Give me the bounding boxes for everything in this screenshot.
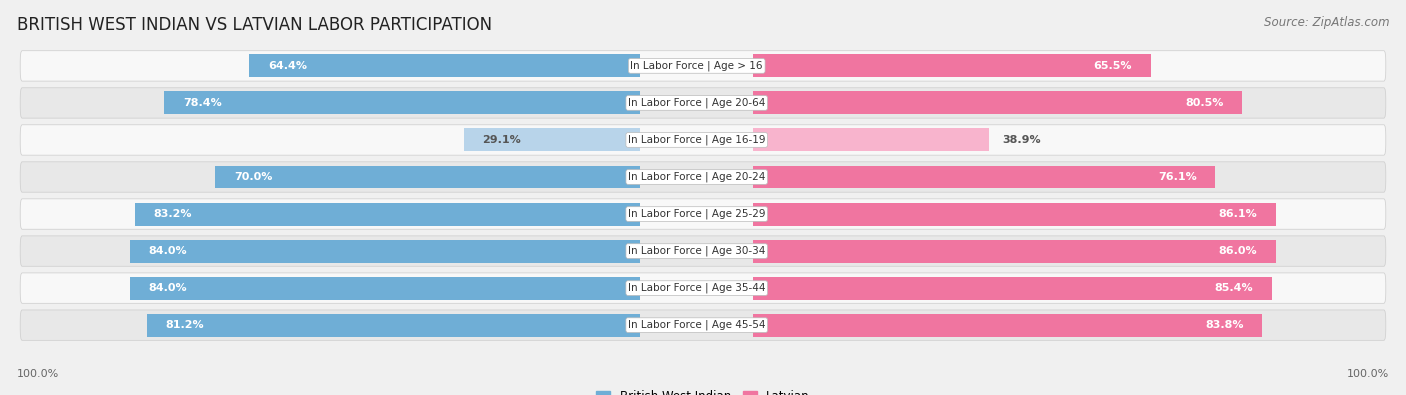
Text: 83.8%: 83.8% <box>1205 320 1243 330</box>
FancyBboxPatch shape <box>20 199 1386 229</box>
FancyBboxPatch shape <box>20 236 1386 266</box>
Bar <box>754 203 1277 226</box>
Text: 85.4%: 85.4% <box>1215 283 1253 293</box>
Bar <box>249 55 640 77</box>
Bar <box>135 203 640 226</box>
Text: 29.1%: 29.1% <box>482 135 522 145</box>
Text: In Labor Force | Age 20-64: In Labor Force | Age 20-64 <box>628 98 765 108</box>
Bar <box>754 92 1241 115</box>
Bar <box>754 276 1272 299</box>
Bar <box>464 128 640 151</box>
Bar <box>129 240 640 263</box>
Text: In Labor Force | Age 35-44: In Labor Force | Age 35-44 <box>628 283 765 293</box>
Text: 64.4%: 64.4% <box>269 61 307 71</box>
FancyBboxPatch shape <box>20 273 1386 303</box>
Bar <box>165 92 640 115</box>
Text: 100.0%: 100.0% <box>1347 369 1389 379</box>
Text: Source: ZipAtlas.com: Source: ZipAtlas.com <box>1264 16 1389 29</box>
FancyBboxPatch shape <box>20 125 1386 155</box>
Text: 76.1%: 76.1% <box>1159 172 1197 182</box>
Bar <box>754 240 1275 263</box>
Bar <box>754 166 1215 188</box>
Text: 86.0%: 86.0% <box>1218 246 1257 256</box>
FancyBboxPatch shape <box>20 51 1386 81</box>
Bar <box>215 166 640 188</box>
Bar <box>129 276 640 299</box>
FancyBboxPatch shape <box>20 310 1386 340</box>
Text: In Labor Force | Age 16-19: In Labor Force | Age 16-19 <box>628 135 765 145</box>
Bar <box>754 128 990 151</box>
Text: In Labor Force | Age > 16: In Labor Force | Age > 16 <box>630 61 763 71</box>
Bar <box>754 55 1152 77</box>
Text: 70.0%: 70.0% <box>233 172 273 182</box>
Text: 84.0%: 84.0% <box>149 283 187 293</box>
Text: In Labor Force | Age 25-29: In Labor Force | Age 25-29 <box>628 209 765 219</box>
FancyBboxPatch shape <box>20 88 1386 118</box>
Text: 86.1%: 86.1% <box>1219 209 1257 219</box>
Text: 100.0%: 100.0% <box>17 369 59 379</box>
Bar <box>148 314 640 337</box>
Text: BRITISH WEST INDIAN VS LATVIAN LABOR PARTICIPATION: BRITISH WEST INDIAN VS LATVIAN LABOR PAR… <box>17 16 492 34</box>
Text: 78.4%: 78.4% <box>183 98 222 108</box>
Text: In Labor Force | Age 20-24: In Labor Force | Age 20-24 <box>628 172 765 182</box>
Text: 83.2%: 83.2% <box>153 209 193 219</box>
Legend: British West Indian, Latvian: British West Indian, Latvian <box>596 390 810 395</box>
Text: In Labor Force | Age 30-34: In Labor Force | Age 30-34 <box>628 246 765 256</box>
Text: In Labor Force | Age 45-54: In Labor Force | Age 45-54 <box>628 320 765 330</box>
Text: 81.2%: 81.2% <box>166 320 204 330</box>
Text: 84.0%: 84.0% <box>149 246 187 256</box>
Text: 38.9%: 38.9% <box>1002 135 1040 145</box>
Bar <box>754 314 1263 337</box>
FancyBboxPatch shape <box>20 162 1386 192</box>
Text: 80.5%: 80.5% <box>1185 98 1223 108</box>
Text: 65.5%: 65.5% <box>1094 61 1132 71</box>
